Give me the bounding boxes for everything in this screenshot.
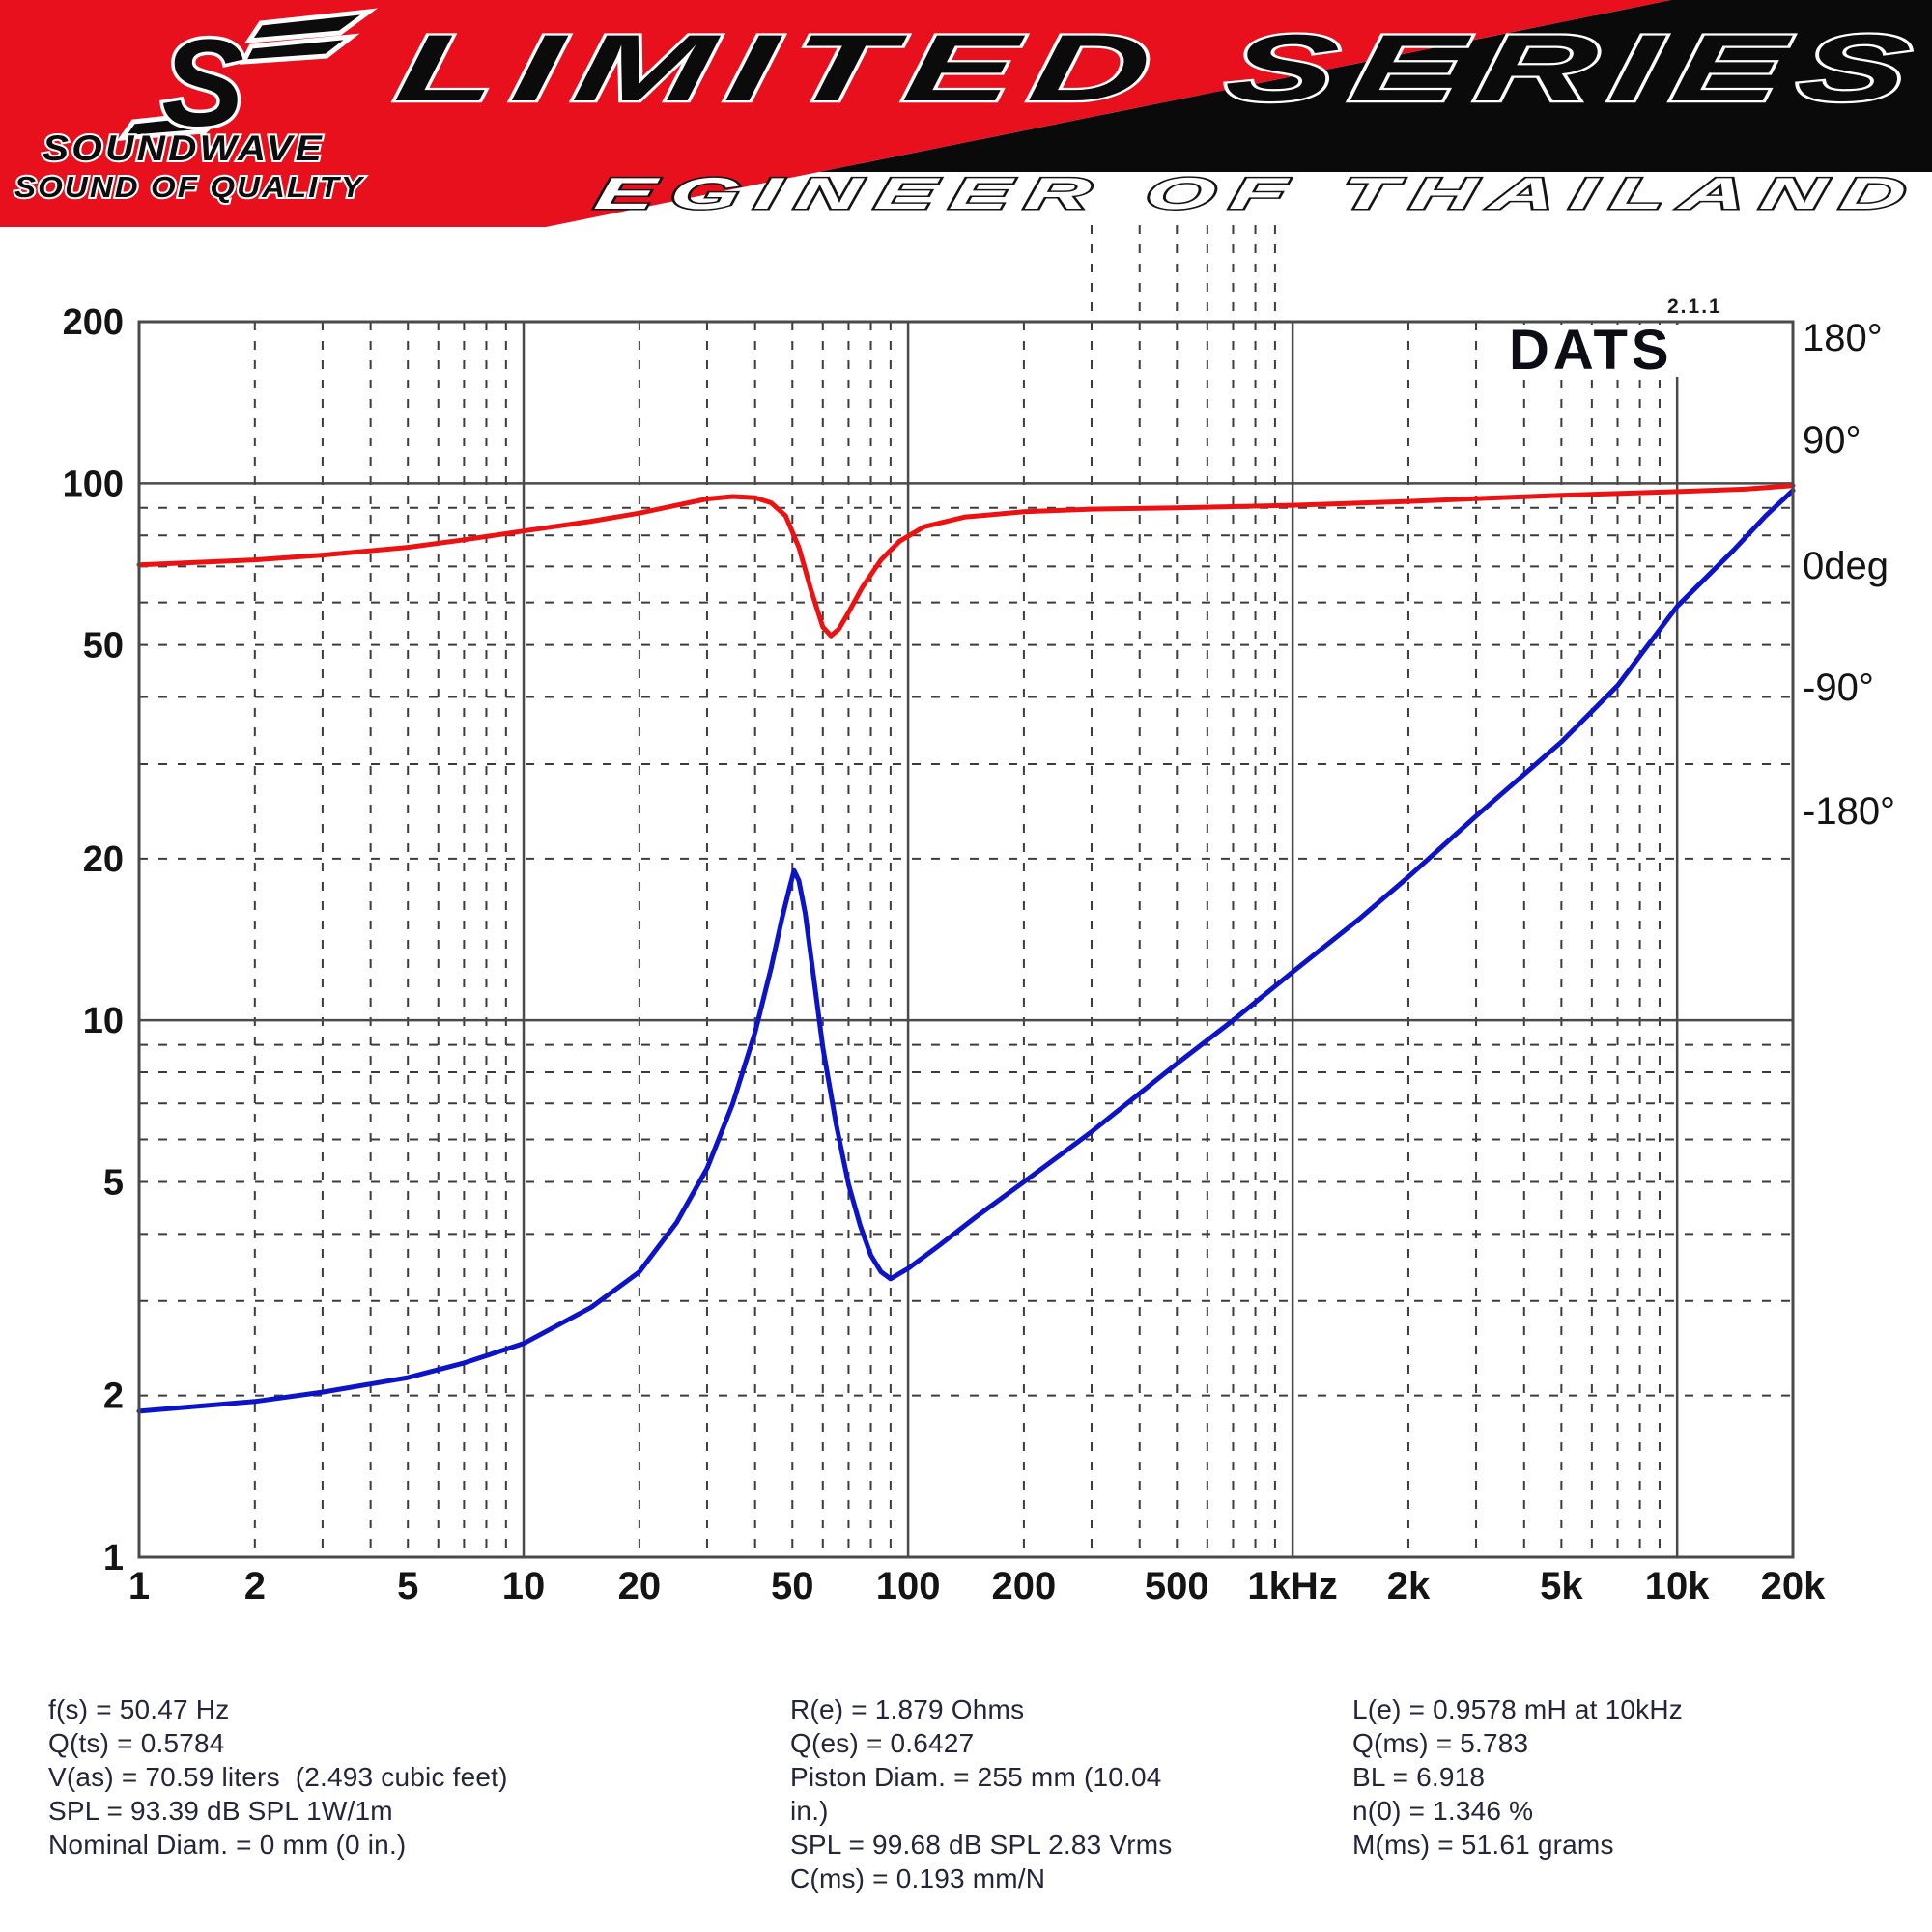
header-banner: S SOUNDWAVE SOUND OF QUALITY LIMITED SER… bbox=[0, 0, 1932, 227]
parameter-line: in.) bbox=[790, 1796, 829, 1826]
x-axis-tick-label: 5 bbox=[397, 1565, 418, 1607]
parameter-line: f(s) = 50.47 Hz bbox=[48, 1694, 230, 1724]
chart-grid bbox=[139, 225, 1793, 1557]
phase-axis-tick-label: 90° bbox=[1803, 419, 1861, 462]
parameter-line: BL = 6.918 bbox=[1352, 1762, 1486, 1792]
parameter-line: Piston Diam. = 255 mm (10.04 bbox=[790, 1762, 1162, 1792]
dats-app-version: 2.1.1 bbox=[1667, 296, 1722, 318]
chart-axis-labels: 200 100 50 20 10 5 2 11 2 5 10 20 50 100 200 500 1kHz 2k 5… bbox=[63, 302, 1895, 1607]
x-axis-tick-label: 20 bbox=[618, 1565, 662, 1607]
x-axis-tick-label: 1 bbox=[128, 1565, 150, 1607]
parameter-line: Q(es) = 0.6427 bbox=[790, 1728, 975, 1758]
y-axis-tick-label: 2 bbox=[103, 1377, 124, 1417]
phase-axis-tick-label: 180° bbox=[1803, 317, 1883, 359]
x-axis-tick-label: 20k bbox=[1761, 1565, 1826, 1607]
x-axis-tick-label: 1kHz bbox=[1247, 1565, 1337, 1607]
brand-tagline: SOUND OF QUALITY bbox=[14, 170, 365, 204]
parameter-line: SPL = 99.68 dB SPL 2.83 Vrms bbox=[790, 1830, 1173, 1860]
phase-axis-tick-label: 0deg bbox=[1803, 545, 1889, 587]
x-axis-tick-label: 50 bbox=[771, 1565, 814, 1607]
x-axis-tick-label: 10 bbox=[502, 1565, 546, 1607]
parameter-line: Q(ms) = 5.783 bbox=[1352, 1728, 1529, 1758]
x-axis-tick-label: 2k bbox=[1387, 1565, 1431, 1607]
brand-logo: S bbox=[116, 8, 378, 156]
phase-axis-tick-label: -180° bbox=[1803, 790, 1895, 833]
chart-curves bbox=[136, 483, 1796, 1414]
parameter-line: M(ms) = 51.61 grams bbox=[1352, 1830, 1614, 1860]
header-black-wedge bbox=[819, 0, 1932, 172]
logo-s-letter: S bbox=[161, 14, 243, 153]
x-axis-tick-label: 2 bbox=[244, 1565, 266, 1607]
x-axis-tick-label: 200 bbox=[992, 1565, 1057, 1607]
parameter-line: V(as) = 70.59 liters (2.493 cubic feet) bbox=[48, 1762, 508, 1792]
ts-parameters-column-3: L(e) = 0.9578 mH at 10kHz Q(ms) = 5.783 BL… bbox=[1352, 1692, 1913, 1861]
parameter-line: n(0) = 1.346 % bbox=[1352, 1796, 1534, 1826]
header-title: LIMITED SERIES bbox=[389, 15, 1932, 121]
y-axis-tick-label: 200 bbox=[63, 302, 124, 343]
x-axis-tick-label: 10k bbox=[1645, 1565, 1710, 1607]
logo-wing-bottom-icon bbox=[116, 108, 231, 141]
parameter-line: SPL = 93.39 dB SPL 1W/1m bbox=[48, 1796, 393, 1826]
parameter-line: R(e) = 1.879 Ohms bbox=[790, 1694, 1025, 1724]
dats-app-title: DATS bbox=[1509, 319, 1673, 382]
y-axis-tick-label: 50 bbox=[83, 626, 124, 667]
logo-wing-mid-icon bbox=[239, 33, 360, 65]
y-axis-tick-label: 10 bbox=[83, 1001, 124, 1041]
ts-parameters-column-1: f(s) = 50.47 Hz Q(ts) = 0.5784 V(as) = 70.… bbox=[48, 1692, 715, 1861]
y-axis-tick-label: 1 bbox=[103, 1538, 124, 1578]
y-axis-tick-label: 100 bbox=[63, 464, 124, 504]
ts-parameters-column-2: R(e) = 1.879 Ohms Q(es) = 0.6427 Piston Di… bbox=[790, 1692, 1346, 1895]
plot-border bbox=[137, 320, 1795, 1559]
parameter-line: Nominal Diam. = 0 mm (0 in.) bbox=[48, 1830, 407, 1860]
header-red-wedge bbox=[0, 0, 1671, 227]
phase-axis-tick-label: -90° bbox=[1803, 667, 1874, 709]
parameter-line: C(ms) = 0.193 mm/N bbox=[790, 1863, 1046, 1893]
x-axis-tick-label: 5k bbox=[1540, 1565, 1583, 1607]
header-subtitle: EGINEER OF THAILAND bbox=[591, 168, 1925, 218]
phase-curve bbox=[136, 483, 1796, 639]
y-axis-tick-label: 5 bbox=[103, 1162, 124, 1203]
y-axis-tick-label: 20 bbox=[83, 839, 124, 880]
x-axis-tick-label: 500 bbox=[1145, 1565, 1209, 1607]
logo-wing-top-icon bbox=[244, 8, 378, 43]
parameter-line: Q(ts) = 0.5784 bbox=[48, 1728, 225, 1758]
impedance-curve bbox=[136, 488, 1796, 1414]
dats-label-background bbox=[1495, 325, 1719, 377]
x-axis-tick-label: 100 bbox=[876, 1565, 941, 1607]
brand-name: SOUNDWAVE bbox=[43, 128, 325, 168]
parameter-line: L(e) = 0.9578 mH at 10kHz bbox=[1352, 1694, 1683, 1724]
